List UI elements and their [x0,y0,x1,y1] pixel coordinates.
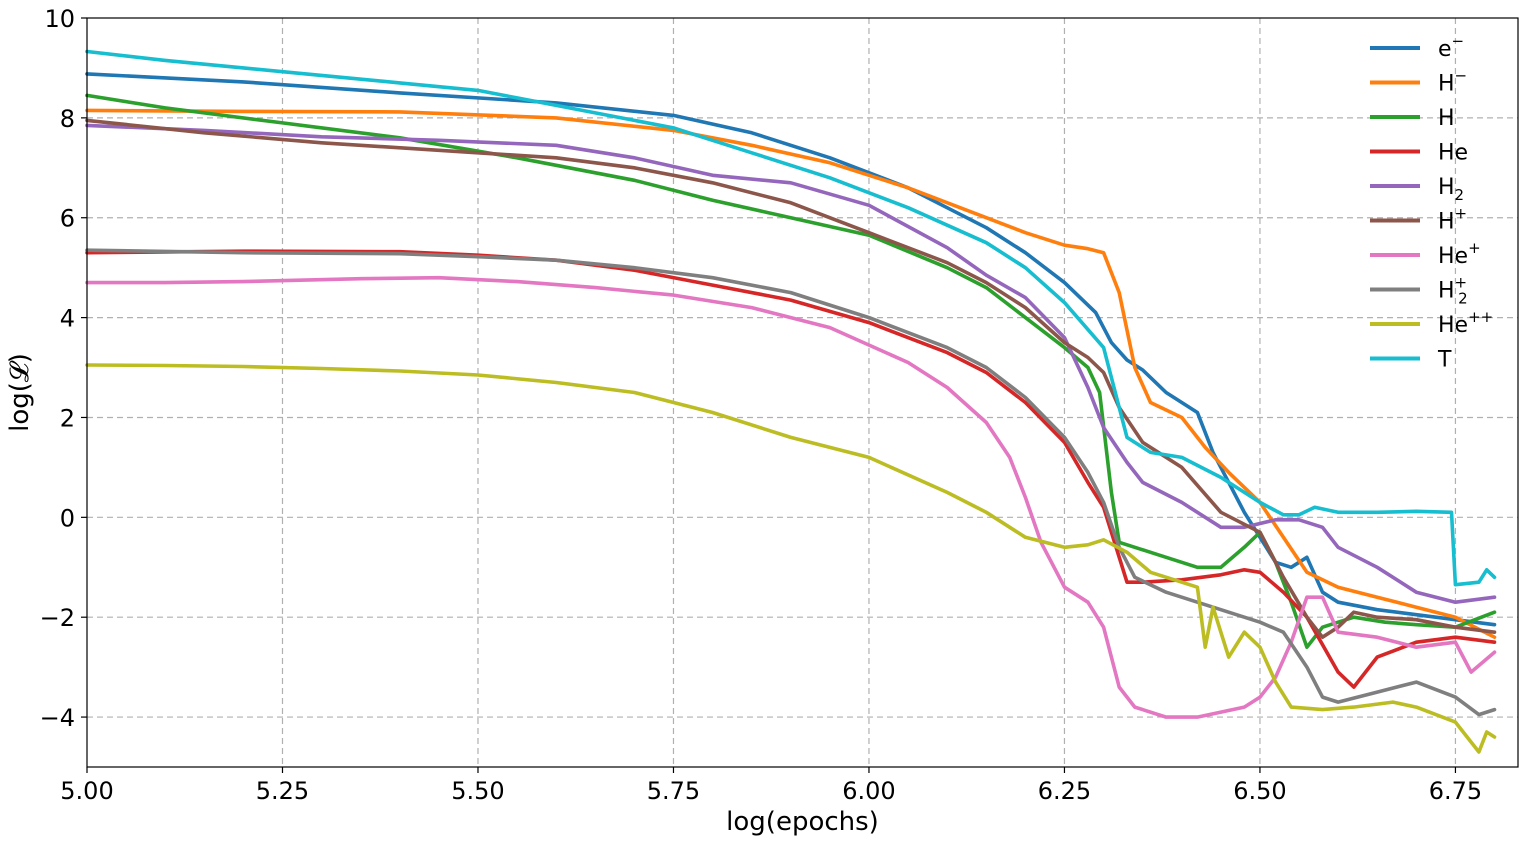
x-tick-label: 6.00 [842,777,895,805]
x-tick-label: 6.75 [1429,777,1482,805]
x-tick-label: 6.50 [1233,777,1286,805]
plot-frame [86,17,1519,768]
series-line-2 [85,93,1497,649]
y-tick-label: 10 [44,5,75,33]
legend-label: He [1438,141,1468,166]
series-line-9 [85,49,1497,587]
series-line-1 [85,108,1497,639]
y-tick-label: 6 [60,205,75,233]
y-tick-label: 2 [60,404,75,432]
legend-label: T [1437,348,1452,373]
x-tick-label: 6.25 [1038,777,1091,805]
axis-ticks: 5.00 5.25 5.50 5.75 6.00 6.25 6.50 6.75 10 8 6 4 2 0 −… [40,5,1483,805]
y-tick-label: −4 [40,704,75,732]
series-line-7 [85,248,1497,717]
legend-label: H+ 2 [1438,274,1468,308]
series-line-6 [85,275,1497,719]
x-tick-label: 5.75 [647,777,700,805]
legend-label: H [1438,106,1455,131]
y-tick-label: 0 [60,504,75,532]
legend-label: e− [1438,32,1464,62]
y-tick-label: 4 [60,305,75,333]
legend-label: H+ [1438,205,1467,235]
legend-label: He++ [1438,308,1493,338]
x-tick-label: 5.25 [256,777,309,805]
legend-label: H− [1438,67,1467,97]
grid [87,18,1518,767]
series-line-8 [85,363,1497,754]
series-line-5 [85,118,1497,639]
y-axis-title: log(𝓛) [5,353,35,432]
series-line-4 [85,123,1497,604]
legend-label: H2 [1438,175,1464,204]
series-line-0 [85,72,1497,627]
y-tick-label: −2 [40,604,75,632]
x-tick-label: 5.50 [451,777,504,805]
legend: e− H− H He H2H+ He+ H+ 2He++ T [1370,32,1493,373]
y-tick-label: 8 [60,105,75,133]
x-tick-label: 5.00 [60,777,113,805]
legend-label: He+ [1438,239,1481,269]
x-axis-title: log(epochs) [726,807,879,837]
series-lines [85,49,1497,754]
